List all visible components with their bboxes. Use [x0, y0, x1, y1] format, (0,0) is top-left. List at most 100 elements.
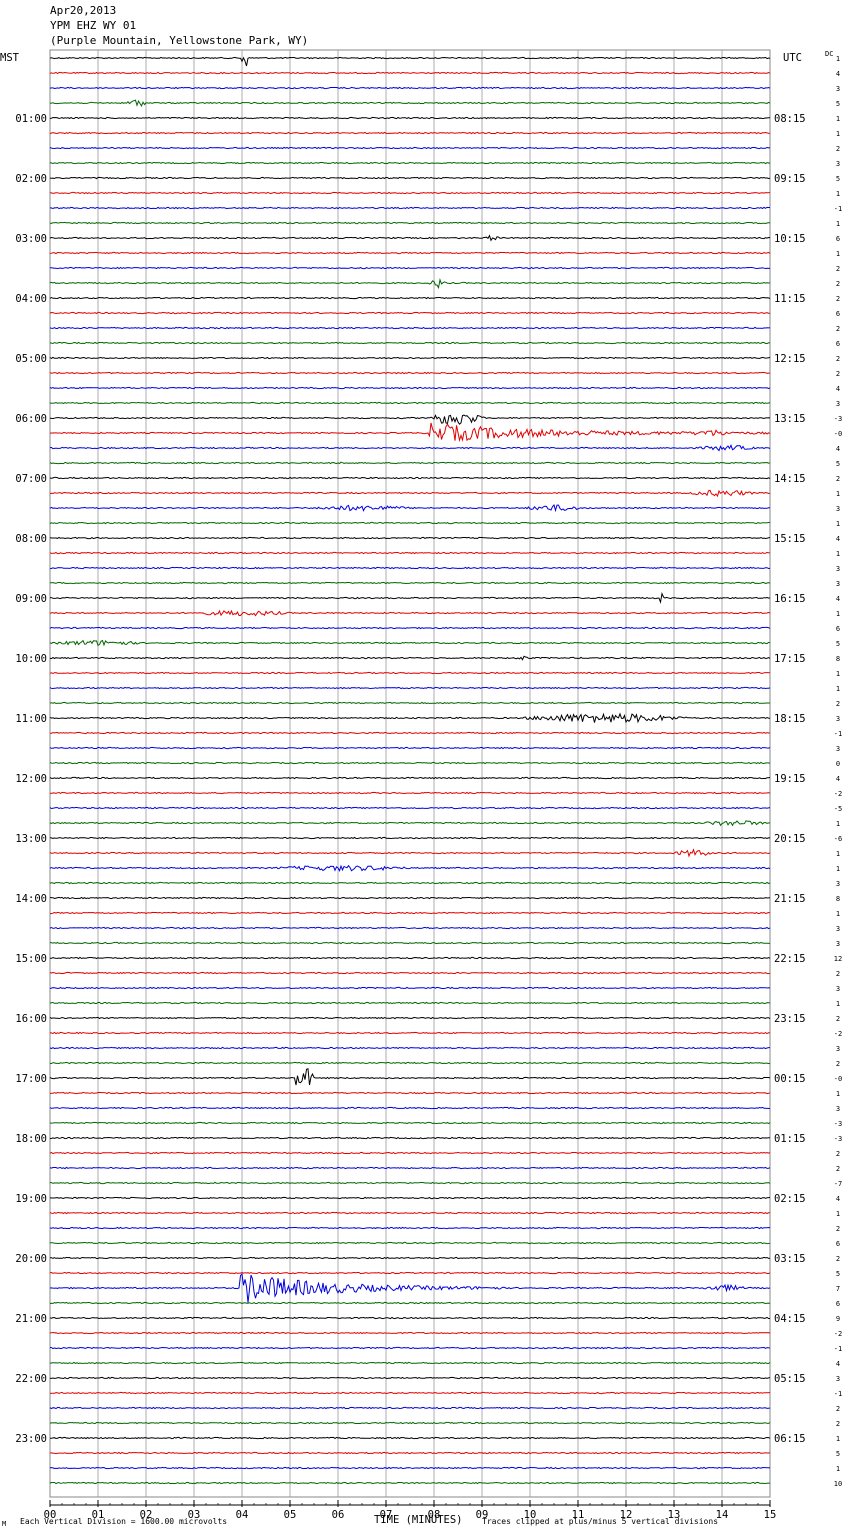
- mst-hour-label: 21:00: [15, 1313, 47, 1325]
- trace-row: [49, 836, 771, 840]
- utc-hour-label: 15:15: [774, 533, 806, 545]
- x-axis-title: TIME (MINUTES): [374, 1514, 463, 1526]
- trace-row: [49, 712, 771, 724]
- trace-row: [50, 1436, 771, 1440]
- trace-row: [49, 1466, 771, 1470]
- trace-row: [49, 1391, 771, 1395]
- dc-offset-label: -3: [834, 1120, 842, 1128]
- seismic-traces: [49, 56, 771, 1485]
- header-station: YPM EHZ WY 01: [50, 19, 137, 32]
- trace-row: [49, 1376, 771, 1380]
- dc-offset-label: 4: [836, 535, 840, 543]
- x-tick-label: 01: [92, 1509, 105, 1521]
- utc-hour-label: 18:15: [774, 713, 806, 725]
- dc-offset-label: -1: [834, 730, 842, 738]
- utc-hour-label: 02:15: [774, 1193, 806, 1205]
- mst-hour-label: 16:00: [15, 1013, 47, 1025]
- trace-row: [49, 443, 771, 452]
- utc-hour-label: 19:15: [774, 773, 806, 785]
- trace-row: [49, 1241, 771, 1245]
- trace-row: [49, 504, 771, 513]
- dc-offset-label: 4: [836, 1195, 840, 1203]
- dc-offset-label: 10: [834, 1480, 842, 1488]
- mst-hour-label: 04:00: [15, 293, 47, 305]
- trace-row: [49, 1256, 771, 1260]
- dc-offset-label: 0: [836, 760, 840, 768]
- dc-offset-label: 8: [836, 655, 840, 663]
- x-tick-label: 06: [332, 1509, 345, 1521]
- trace-row: [49, 146, 771, 150]
- time-gridlines: [49, 49, 771, 1498]
- dc-offset-label: 5: [836, 100, 840, 108]
- trace-row: [49, 386, 771, 390]
- trace-row: [49, 234, 771, 242]
- trace-row: [49, 1068, 771, 1086]
- time-axis: 00 01 02 03 04 05 06 07 08 09 10 11 12 13 14 15: [44, 1500, 776, 1521]
- trace-row: [49, 881, 771, 885]
- mst-hour-label: 23:00: [15, 1433, 47, 1445]
- utc-hour-label: 05:15: [774, 1373, 806, 1385]
- trace-row: [49, 422, 771, 443]
- dc-offset-label: 2: [836, 475, 840, 483]
- hour-labels: 1435112351-11612226262243-3-045213141334…: [15, 55, 842, 1488]
- trace-row: [49, 1031, 771, 1035]
- dc-offset-label: 2: [836, 700, 840, 708]
- dc-offset-label: 3: [836, 85, 840, 93]
- utc-hour-label: 08:15: [774, 113, 806, 125]
- dc-offset-label: 1: [836, 910, 840, 918]
- utc-label: UTC: [783, 52, 802, 64]
- dc-offset-label: -3: [834, 1135, 842, 1143]
- trace-row: [50, 1061, 771, 1065]
- trace-row: [49, 251, 771, 255]
- trace-row: [49, 1451, 771, 1455]
- dc-offset-label: 1: [836, 250, 840, 258]
- dc-offset-label: 1: [836, 520, 840, 528]
- dc-offset-label: 1: [836, 1090, 840, 1098]
- trace-row: [49, 1421, 771, 1425]
- utc-hour-label: 00:15: [774, 1073, 806, 1085]
- mst-hour-label: 06:00: [15, 413, 47, 425]
- trace-row: [49, 1271, 771, 1275]
- mst-hour-label: 13:00: [15, 833, 47, 845]
- dc-offset-label: 1: [836, 220, 840, 228]
- trace-row: [49, 341, 771, 345]
- trace-row: [49, 1001, 771, 1005]
- dc-offset-label: -3: [834, 415, 842, 423]
- dc-offset-label: 1: [836, 190, 840, 198]
- utc-hour-label: 06:15: [774, 1433, 806, 1445]
- dc-offset-label: 6: [836, 625, 840, 633]
- dc-offset-label: 2: [836, 355, 840, 363]
- trace-row: [49, 686, 771, 690]
- trace-row: [49, 1406, 771, 1410]
- mst-hour-label: 10:00: [15, 653, 47, 665]
- dc-offset-label: 5: [836, 460, 840, 468]
- trace-row: [49, 864, 771, 872]
- dc-offset-label: 3: [836, 1045, 840, 1053]
- x-tick-label: 14: [716, 1509, 729, 1521]
- dc-offset-label: 6: [836, 340, 840, 348]
- dc-offset-label: 2: [836, 145, 840, 153]
- trace-row: [49, 1211, 771, 1215]
- dc-offset-label: 4: [836, 445, 840, 453]
- trace-row: [49, 326, 771, 330]
- header-location: (Purple Mountain, Yellowstone Park, WY): [50, 34, 309, 47]
- utc-hour-label: 04:15: [774, 1313, 806, 1325]
- mst-hour-label: 08:00: [15, 533, 47, 545]
- dc-offset-label: -0: [834, 430, 842, 438]
- trace-row: [49, 191, 771, 195]
- trace-row: [49, 1226, 771, 1230]
- trace-row: [49, 1361, 771, 1365]
- trace-row: [49, 221, 771, 225]
- x-tick-label: 04: [236, 1509, 249, 1521]
- utc-hour-label: 20:15: [774, 833, 806, 845]
- dc-offset-label: 1: [836, 490, 840, 498]
- utc-hour-label: 09:15: [774, 173, 806, 185]
- trace-row: [49, 655, 771, 661]
- dc-offset-label: 3: [836, 505, 840, 513]
- trace-row: [49, 609, 771, 617]
- dc-offset-label: 2: [836, 280, 840, 288]
- utc-hour-label: 14:15: [774, 473, 806, 485]
- dc-offset-label: 1: [836, 55, 840, 63]
- trace-row: [49, 896, 771, 900]
- dc-label: DC: [825, 50, 833, 58]
